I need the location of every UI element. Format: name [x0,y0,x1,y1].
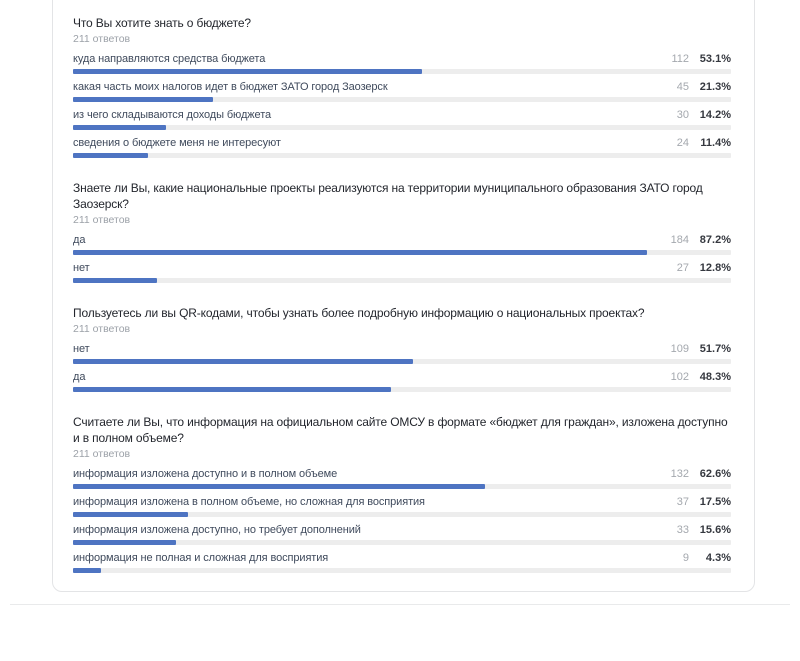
answer-row: сведения о бюджете меня не интересуют 24… [73,137,731,158]
answer-count: 27 [676,262,689,274]
question-block: Пользуетесь ли вы QR-кодами, чтобы узнат… [73,305,731,392]
answer-percent: 17.5% [699,496,731,508]
answer-label: информация изложена в полном объеме, но … [73,496,425,508]
answer-percent: 62.6% [699,468,731,480]
answer-label: информация изложена доступно и в полном … [73,468,338,480]
answer-row: да 102 48.3% [73,371,731,392]
question-block: Считаете ли Вы, что информация на официа… [73,414,731,573]
bottom-divider [10,604,790,605]
answer-count: 37 [676,496,689,508]
answer-rows: информация изложена доступно и в полном … [73,468,731,573]
answer-percent: 4.3% [705,552,731,564]
answer-count: 102 [670,371,689,383]
question-block: Что Вы хотите знать о бюджете? 211 ответ… [73,15,731,158]
bar-fill [73,359,414,364]
answer-count: 30 [676,109,689,121]
bar-track [73,359,731,364]
bar-fill [73,69,423,74]
answer-count: 109 [670,343,689,355]
answer-row: нет 27 12.8% [73,262,731,283]
answer-row: информация изложена доступно и в полном … [73,468,731,489]
answer-row: да 184 87.2% [73,234,731,255]
answer-label: да [73,234,86,246]
bar-fill [73,484,485,489]
bar-track [73,97,731,102]
bar-track [73,568,731,573]
answer-percent: 48.3% [699,371,731,383]
question-title: Считаете ли Вы, что информация на официа… [73,415,728,445]
bar-fill [73,540,176,545]
bar-fill [73,278,158,283]
bar-track [73,250,731,255]
answer-percent: 53.1% [699,53,731,65]
answer-label: куда направляются средства бюджета [73,53,266,65]
responses-count: 211 ответов [73,323,131,335]
answer-count: 33 [676,524,689,536]
answer-row: информация изложена в полном объеме, но … [73,496,731,517]
answer-count: 112 [671,53,689,65]
answer-label: какая часть моих налогов идет в бюджет З… [73,81,388,93]
bar-fill [73,153,148,158]
bar-track [73,69,731,74]
answer-row: информация изложена доступно, но требует… [73,524,731,545]
bar-track [73,387,731,392]
bar-fill [73,250,647,255]
responses-count: 211 ответов [73,214,131,226]
questions: Что Вы хотите знать о бюджете? 211 ответ… [73,15,731,573]
bar-fill [73,97,214,102]
responses-count: 211 ответов [73,448,131,460]
answer-row: куда направляются средства бюджета 112 5… [73,53,731,74]
question-title: Знаете ли Вы, какие национальные проекты… [73,181,703,211]
answer-count: 45 [676,81,689,93]
answer-rows: да 184 87.2% нет 27 12.8% [73,234,731,283]
bar-fill [73,512,189,517]
answer-count: 24 [676,137,689,149]
bar-track [73,125,731,130]
bar-fill [73,568,102,573]
bar-fill [73,125,167,130]
answer-rows: куда направляются средства бюджета 112 5… [73,53,731,158]
answer-percent: 12.8% [699,262,731,274]
answer-percent: 21.3% [699,81,731,93]
answer-label: информация изложена доступно, но требует… [73,524,361,536]
bar-track [73,512,731,517]
bar-track [73,153,731,158]
results-card: Что Вы хотите знать о бюджете? 211 ответ… [52,0,755,592]
bar-track [73,278,731,283]
answer-count: 184 [670,234,689,246]
bar-track [73,484,731,489]
answer-label: сведения о бюджете меня не интересуют [73,137,281,149]
answer-label: информация не полная и сложная для воспр… [73,552,329,564]
bar-fill [73,387,391,392]
answer-percent: 15.6% [699,524,731,536]
answer-row: нет 109 51.7% [73,343,731,364]
question-title: Пользуетесь ли вы QR-кодами, чтобы узнат… [73,306,645,320]
question-title: Что Вы хотите знать о бюджете? [73,16,251,30]
answer-row: какая часть моих налогов идет в бюджет З… [73,81,731,102]
answer-label: да [73,371,86,383]
answer-percent: 87.2% [699,234,731,246]
answer-count: 9 [682,552,689,564]
answer-label: нет [73,343,90,355]
answer-label: нет [73,262,90,274]
responses-count: 211 ответов [73,33,131,45]
answer-row: информация не полная и сложная для воспр… [73,552,731,573]
answer-percent: 51.7% [699,343,731,355]
answer-percent: 14.2% [699,109,731,121]
answer-row: из чего складываются доходы бюджета 30 1… [73,109,731,130]
question-block: Знаете ли Вы, какие национальные проекты… [73,180,731,283]
answer-count: 132 [670,468,689,480]
answer-label: из чего складываются доходы бюджета [73,109,272,121]
answer-rows: нет 109 51.7% да 102 48.3% [73,343,731,392]
answer-percent: 11.4% [700,137,731,149]
bar-track [73,540,731,545]
